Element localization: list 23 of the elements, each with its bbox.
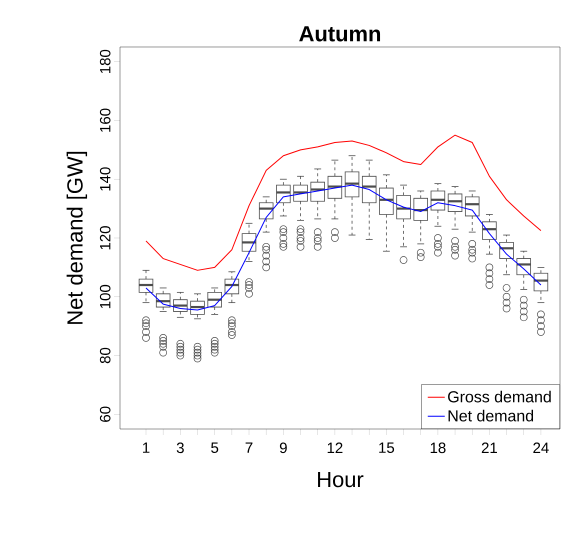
x-axis-title: Hour <box>318 472 364 488</box>
x-tick-label: 12 <box>328 442 342 453</box>
y-tick-label: 80 <box>100 348 110 364</box>
x-tick-label: 5 <box>211 442 218 453</box>
legend-label: Net demand <box>448 410 534 422</box>
y-tick-label: 180 <box>100 50 110 74</box>
y-tick-label: 120 <box>100 226 110 250</box>
x-tick-label: 1 <box>142 442 150 453</box>
y-tick-label: 160 <box>100 108 110 132</box>
line-series <box>146 134 542 271</box>
x-tick-label: 15 <box>379 442 394 453</box>
legend-label: Gross demand <box>448 390 551 402</box>
x-tick-label: 21 <box>482 442 497 453</box>
x-tick-label: 24 <box>533 442 549 453</box>
x-tick-label: 7 <box>246 442 252 453</box>
x-tick-label: 9 <box>280 442 287 454</box>
x-tick-label: 3 <box>176 442 184 454</box>
x-tick-label: 18 <box>430 442 446 454</box>
y-tick-label: 140 <box>100 167 110 191</box>
chart-title: Autumn <box>299 26 380 42</box>
y-axis-title: Net demand [GW] <box>66 152 88 324</box>
y-tick-label: 60 <box>100 406 110 422</box>
y-tick-label: 100 <box>100 284 110 308</box>
